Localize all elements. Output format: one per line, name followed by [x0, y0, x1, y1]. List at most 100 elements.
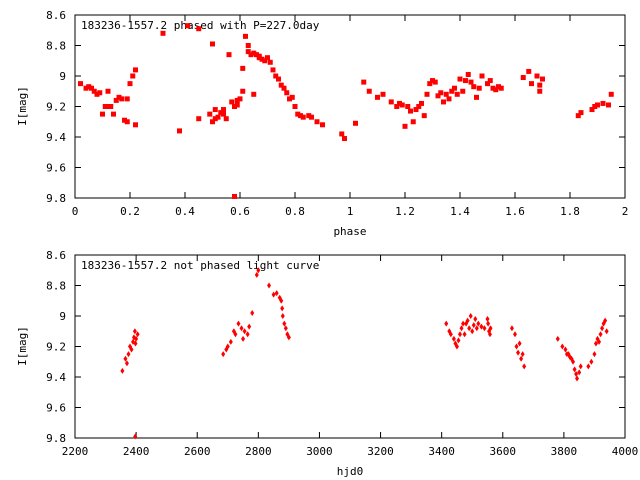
data-point — [474, 94, 479, 100]
data-point — [574, 370, 579, 377]
data-point — [578, 110, 584, 116]
data-point — [126, 351, 131, 358]
data-point — [388, 99, 394, 105]
data-point — [256, 55, 262, 61]
data-point — [449, 88, 455, 94]
data-point — [460, 88, 466, 94]
data-point — [485, 81, 490, 87]
y-tick-label: 9.8 — [46, 432, 66, 445]
data-point — [113, 97, 119, 103]
data-point — [600, 100, 606, 106]
x-tick-label: 2800 — [245, 445, 272, 458]
data-point — [89, 85, 94, 91]
data-point — [254, 271, 259, 278]
data-point — [479, 323, 484, 330]
data-point — [233, 331, 238, 338]
x-tick-label: 1 — [347, 205, 354, 218]
data-point — [212, 107, 218, 113]
data-point — [534, 73, 540, 79]
data-point — [604, 328, 609, 335]
x-tick-label: 0.6 — [230, 205, 250, 218]
data-point — [589, 107, 595, 113]
data-point — [462, 331, 467, 338]
data-point — [116, 94, 122, 100]
data-point — [132, 328, 137, 335]
data-point — [446, 96, 452, 102]
data-point — [218, 110, 224, 116]
x-tick-label: 0.8 — [285, 205, 305, 218]
y-axis-label: I[mag] — [16, 86, 29, 126]
data-point — [471, 322, 476, 329]
data-point — [540, 76, 545, 82]
data-point — [221, 351, 226, 358]
data-point — [196, 116, 202, 122]
data-point — [223, 116, 229, 122]
data-point — [394, 104, 400, 109]
data-point — [430, 78, 435, 84]
x-tick-label: 3200 — [367, 445, 394, 458]
data-point — [342, 136, 347, 142]
data-point — [519, 355, 524, 362]
data-point — [262, 58, 268, 64]
data-point — [240, 65, 246, 71]
data-point — [240, 88, 246, 94]
data-point — [577, 369, 582, 376]
data-point — [267, 282, 272, 289]
y-tick-label: 9.6 — [46, 162, 66, 175]
y-tick-label: 8.8 — [46, 280, 66, 293]
unphased-plot: 183236-1557.2 not phased light curve hjd… — [16, 249, 638, 478]
chart-title: 183236-1557.2 not phased light curve — [81, 259, 319, 272]
data-point — [526, 68, 532, 74]
data-point — [215, 114, 221, 120]
x-tick-label: 3000 — [306, 445, 333, 458]
x-tick-label: 2200 — [62, 445, 89, 458]
data-point — [435, 93, 441, 99]
data-point — [243, 33, 248, 39]
data-point — [476, 320, 481, 327]
data-points — [120, 267, 609, 440]
data-point — [221, 107, 226, 113]
data-point — [298, 113, 303, 119]
data-point — [454, 343, 459, 350]
y-tick-label: 9.6 — [46, 402, 66, 415]
data-point — [207, 111, 213, 117]
x-tick-label: 3400 — [428, 445, 455, 458]
data-point — [120, 367, 125, 374]
x-tick-label: 0 — [72, 205, 79, 218]
data-point — [598, 331, 603, 338]
data-point — [232, 193, 237, 199]
data-point — [284, 90, 290, 96]
data-point — [133, 433, 138, 440]
data-point — [592, 104, 598, 109]
data-point — [133, 340, 138, 347]
data-point — [105, 88, 111, 94]
data-point — [575, 375, 580, 382]
data-point — [410, 119, 416, 125]
y-axis-label: I[mag] — [16, 326, 29, 366]
y-tick-label: 9.4 — [46, 131, 66, 144]
data-point — [419, 100, 424, 106]
data-point — [520, 75, 526, 81]
data-point — [438, 90, 444, 96]
data-point — [476, 85, 482, 91]
x-tick-label: 2600 — [184, 445, 211, 458]
data-point — [456, 337, 461, 344]
data-point — [461, 320, 466, 327]
y-tick-label: 9.2 — [46, 101, 66, 114]
data-point — [520, 351, 525, 358]
data-point — [111, 111, 116, 117]
x-tick-label: 4000 — [612, 445, 639, 458]
x-axis-label: hjd0 — [337, 465, 364, 478]
x-tick-label: 0.2 — [120, 205, 140, 218]
data-point — [225, 343, 230, 350]
data-point — [608, 91, 614, 97]
x-tick-label: 1.4 — [450, 205, 470, 218]
data-point — [516, 349, 521, 356]
data-point — [78, 81, 83, 87]
data-point — [479, 73, 485, 79]
data-point — [280, 313, 285, 319]
data-point — [454, 91, 460, 97]
data-point — [287, 96, 292, 102]
data-point — [361, 79, 367, 85]
data-point — [292, 104, 298, 109]
